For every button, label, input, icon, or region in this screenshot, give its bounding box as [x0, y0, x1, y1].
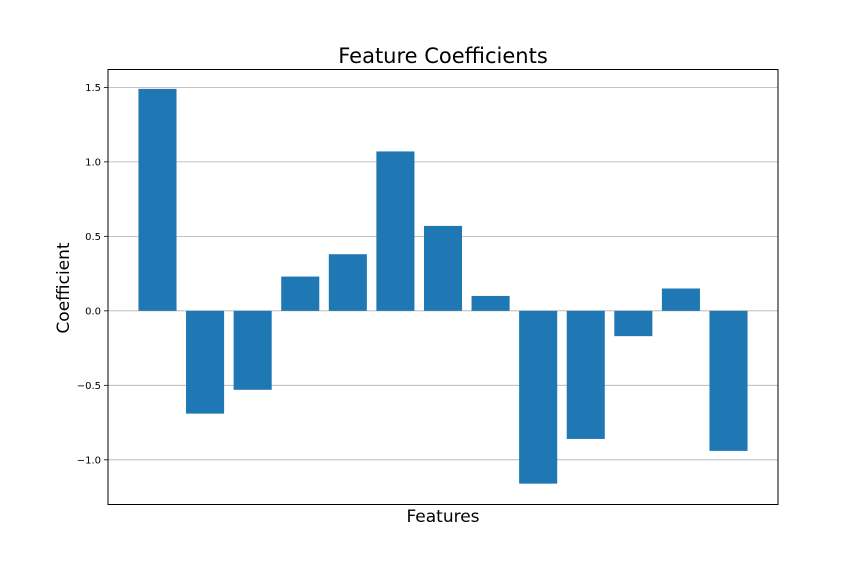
x-axis-label: Features — [406, 507, 479, 527]
chart-title: Feature Coefficients — [338, 44, 548, 68]
bar — [233, 310, 272, 390]
y-tick-label: −1.0 — [77, 455, 101, 466]
bar — [471, 295, 510, 311]
y-tick-label: 1.5 — [85, 83, 101, 94]
plot-frame — [107, 69, 779, 505]
bar — [281, 276, 320, 311]
y-tick-label: 1.0 — [85, 157, 101, 168]
bar — [423, 225, 463, 311]
bar — [614, 310, 653, 337]
bar — [566, 310, 605, 439]
bar — [709, 310, 748, 451]
y-axis: −1.0 −0.5 0.0 0.5 1.0 1.5 — [77, 83, 108, 466]
bar — [328, 254, 367, 311]
y-axis-label: Coefficient — [54, 242, 74, 333]
bar — [519, 310, 558, 484]
bar — [376, 151, 415, 311]
y-tick-label: 0.5 — [85, 232, 101, 243]
bar — [138, 88, 177, 311]
y-tick-label: 0.0 — [85, 306, 101, 317]
y-tick-label: −0.5 — [77, 381, 101, 392]
bar — [661, 288, 700, 311]
bars — [138, 88, 748, 484]
bar — [186, 310, 225, 414]
